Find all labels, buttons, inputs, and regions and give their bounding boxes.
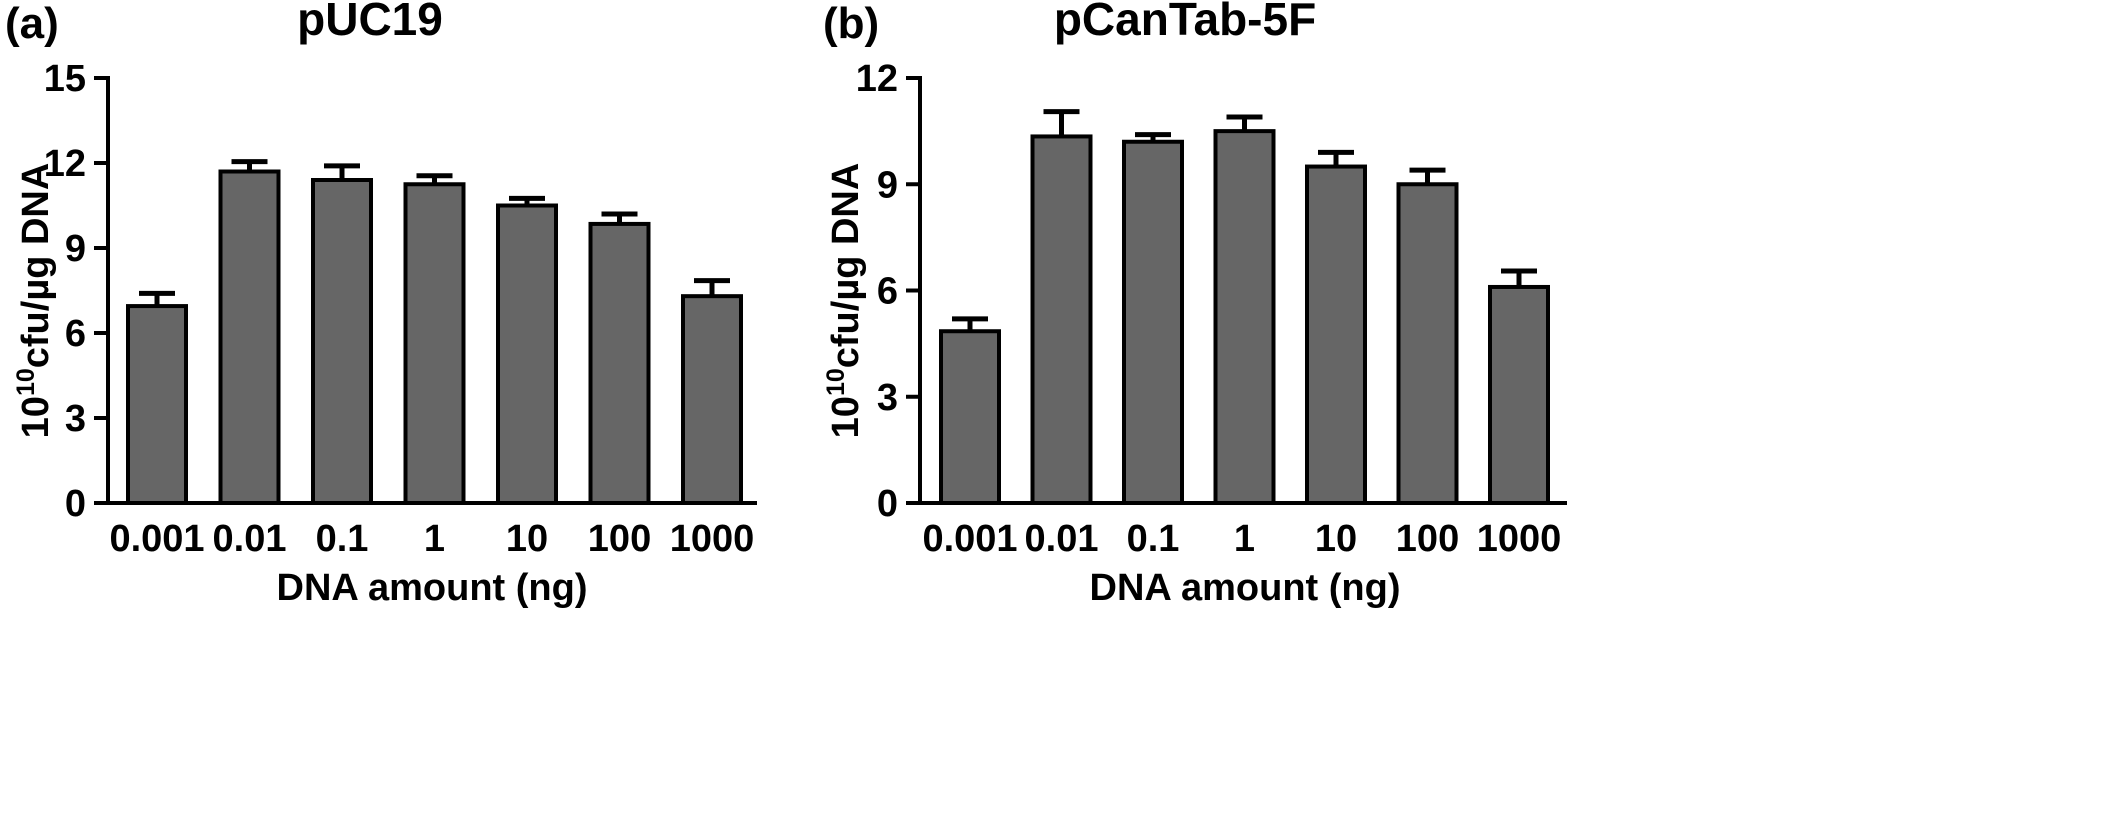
y-axis-label-unit: cfu/µg DNA <box>15 163 57 369</box>
x-tick-label: 100 <box>588 518 651 560</box>
x-tick-label: 10 <box>1315 518 1357 560</box>
bar <box>311 178 373 505</box>
bar <box>681 294 743 505</box>
bar <box>1030 134 1093 505</box>
bar <box>403 182 466 505</box>
x-tick-label: 1 <box>1234 518 1255 560</box>
chart-panel-a: (a) pUC19 0 3 6 9 12 15 0.001 0.01 0.1 1 10 100 1000 DN… <box>5 0 757 609</box>
y-tick-label: 6 <box>877 271 898 313</box>
x-tick-label: 10 <box>506 518 548 560</box>
bar <box>939 329 1001 505</box>
x-tick-label: 100 <box>1396 518 1459 560</box>
y-tick-label: 12 <box>856 58 898 100</box>
bar <box>496 203 558 505</box>
x-tick-label: 0.01 <box>1025 518 1099 560</box>
y-axis-label: 1010cfu/µg DNA <box>822 163 867 439</box>
y-tick-label: 15 <box>44 58 86 100</box>
x-tick-label: 1000 <box>1477 518 1562 560</box>
x-axis-label: DNA amount (ng) <box>277 567 588 609</box>
y-tick-label: 0 <box>877 483 898 525</box>
bar <box>1488 284 1550 506</box>
bar <box>588 221 651 506</box>
x-tick-label: 1000 <box>670 518 755 560</box>
y-tick-label: 9 <box>65 228 86 270</box>
x-tick-label: 0.01 <box>213 518 287 560</box>
y-axis-label-exponent: 10 <box>12 368 40 396</box>
bar <box>126 304 188 506</box>
panel-label: (b) <box>823 0 879 48</box>
y-tick-label: 3 <box>877 377 898 419</box>
chart-title: pCanTab-5F <box>1054 0 1316 45</box>
bar <box>1122 139 1184 505</box>
y-tick-label: 6 <box>65 313 86 355</box>
x-axis-label: DNA amount (ng) <box>1090 567 1401 609</box>
x-tick-label: 1 <box>424 518 445 560</box>
x-tick-label: 0.1 <box>1127 518 1180 560</box>
y-tick-label: 3 <box>65 398 86 440</box>
bar <box>1213 129 1276 505</box>
y-axis-label-base: 10 <box>825 396 867 438</box>
chart-title: pUC19 <box>297 0 443 45</box>
bar <box>1396 182 1459 505</box>
y-tick-label: 0 <box>65 483 86 525</box>
x-tick-label: 0.1 <box>316 518 369 560</box>
y-axis-label-exponent: 10 <box>822 368 850 396</box>
x-tick-label: 0.001 <box>922 518 1017 560</box>
panel-label: (a) <box>5 0 59 48</box>
x-tick-label: 0.001 <box>109 518 204 560</box>
y-tick-label: 9 <box>877 164 898 206</box>
y-axis-label-base: 10 <box>15 396 57 438</box>
y-axis-label: 1010cfu/µg DNA <box>12 163 57 439</box>
y-tick-label: 12 <box>44 143 86 185</box>
bar <box>218 169 281 505</box>
bar <box>1305 164 1367 506</box>
chart-panel-b: (b) pCanTab-5F 0 3 6 9 12 0.001 0.01 0.1 1 10 100 100… <box>822 0 1567 609</box>
y-axis-label-unit: cfu/µg DNA <box>825 163 867 369</box>
